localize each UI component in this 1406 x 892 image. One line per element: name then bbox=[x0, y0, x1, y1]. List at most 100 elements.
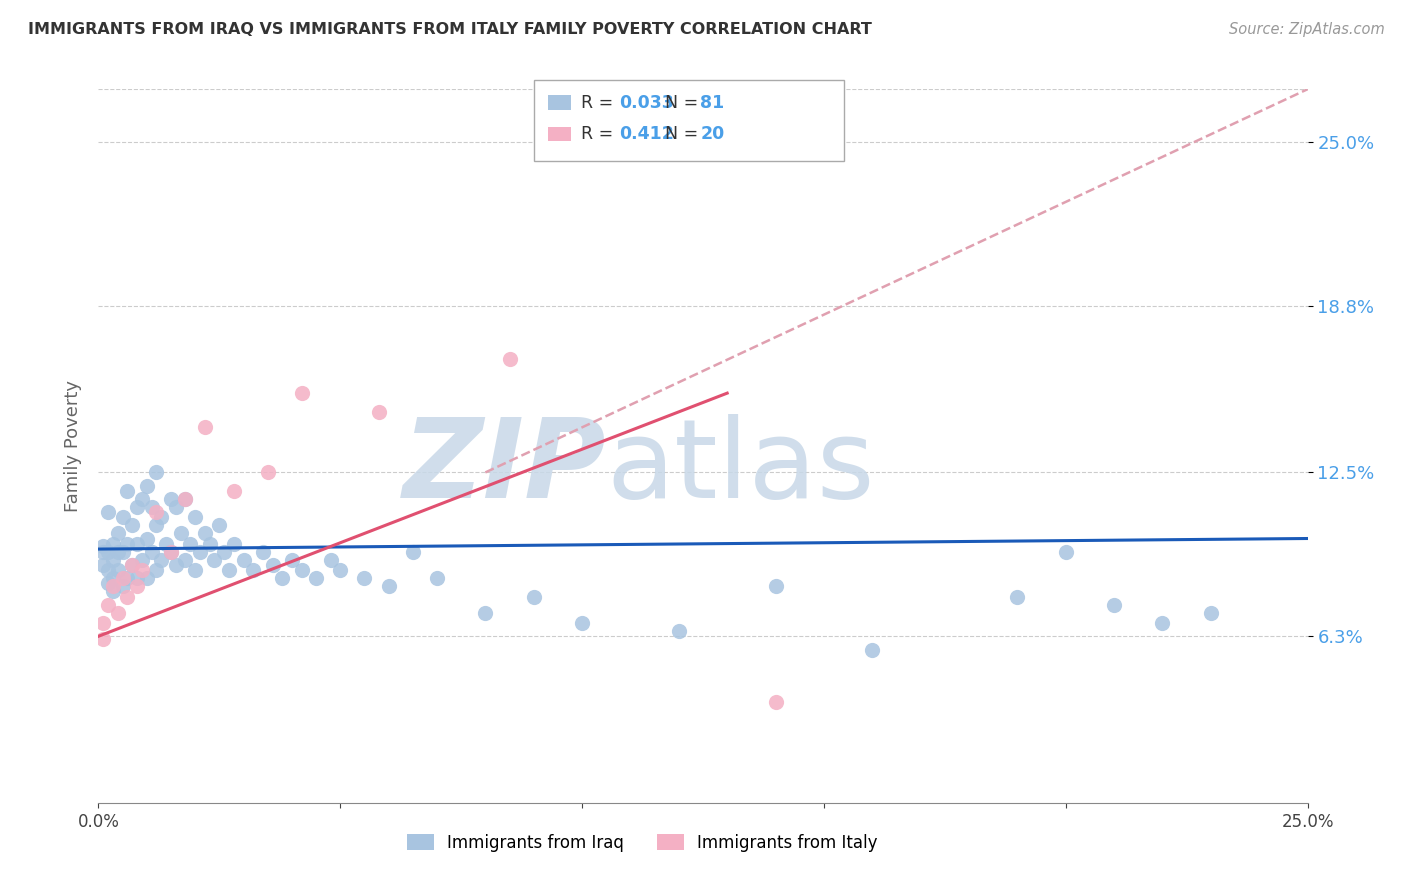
Point bbox=[184, 510, 207, 524]
Point bbox=[150, 552, 173, 566]
Point bbox=[111, 579, 134, 593]
Text: 0.033: 0.033 bbox=[619, 94, 673, 112]
Point bbox=[571, 616, 593, 631]
Point bbox=[97, 505, 120, 519]
Point bbox=[377, 579, 399, 593]
Point bbox=[290, 386, 312, 401]
Point bbox=[668, 624, 690, 638]
Point bbox=[101, 537, 124, 551]
Point bbox=[107, 563, 129, 577]
Point bbox=[368, 404, 391, 418]
Text: Source: ZipAtlas.com: Source: ZipAtlas.com bbox=[1229, 22, 1385, 37]
Point bbox=[765, 695, 787, 709]
Point bbox=[198, 537, 221, 551]
Point bbox=[1199, 606, 1222, 620]
Point bbox=[160, 491, 183, 506]
Point bbox=[204, 552, 226, 566]
Point bbox=[111, 545, 134, 559]
Point bbox=[262, 558, 284, 572]
Point bbox=[101, 584, 124, 599]
Point bbox=[498, 351, 520, 366]
Point bbox=[174, 552, 197, 566]
Point bbox=[160, 545, 183, 559]
Point bbox=[169, 526, 191, 541]
Point bbox=[117, 483, 139, 498]
Point bbox=[252, 545, 274, 559]
Point bbox=[232, 552, 254, 566]
Point bbox=[160, 545, 183, 559]
Point bbox=[218, 563, 240, 577]
Text: 20: 20 bbox=[700, 125, 724, 143]
Point bbox=[155, 537, 177, 551]
Point bbox=[174, 491, 197, 506]
Point bbox=[121, 518, 143, 533]
Point bbox=[222, 483, 245, 498]
Text: 0.412: 0.412 bbox=[619, 125, 673, 143]
Point bbox=[1054, 545, 1077, 559]
Point bbox=[97, 563, 120, 577]
Point bbox=[135, 571, 157, 585]
Legend: Immigrants from Iraq, Immigrants from Italy: Immigrants from Iraq, Immigrants from It… bbox=[401, 828, 884, 859]
Point bbox=[145, 466, 167, 480]
Point bbox=[212, 545, 235, 559]
Point bbox=[208, 518, 231, 533]
Text: N =: N = bbox=[665, 94, 704, 112]
Point bbox=[135, 532, 157, 546]
Point bbox=[150, 510, 173, 524]
Text: R =: R = bbox=[581, 125, 619, 143]
Point bbox=[319, 552, 342, 566]
Point bbox=[111, 571, 134, 585]
Point bbox=[91, 558, 114, 572]
Point bbox=[91, 545, 114, 559]
Text: 81: 81 bbox=[700, 94, 724, 112]
Point bbox=[127, 571, 149, 585]
Point bbox=[188, 545, 211, 559]
Point bbox=[97, 545, 120, 559]
Y-axis label: Family Poverty: Family Poverty bbox=[63, 380, 82, 512]
Point bbox=[117, 571, 139, 585]
Point bbox=[117, 590, 139, 604]
Point bbox=[402, 545, 425, 559]
Point bbox=[131, 563, 153, 577]
Point bbox=[222, 537, 245, 551]
Text: N =: N = bbox=[665, 125, 704, 143]
Point bbox=[127, 500, 149, 514]
Point bbox=[1102, 598, 1125, 612]
Point bbox=[474, 606, 496, 620]
Text: atlas: atlas bbox=[606, 414, 875, 521]
Text: ZIP: ZIP bbox=[402, 414, 606, 521]
Point bbox=[127, 537, 149, 551]
Text: IMMIGRANTS FROM IRAQ VS IMMIGRANTS FROM ITALY FAMILY POVERTY CORRELATION CHART: IMMIGRANTS FROM IRAQ VS IMMIGRANTS FROM … bbox=[28, 22, 872, 37]
Point bbox=[121, 558, 143, 572]
Point bbox=[290, 563, 312, 577]
Point bbox=[107, 526, 129, 541]
Point bbox=[1152, 616, 1174, 631]
Point bbox=[107, 545, 129, 559]
Point bbox=[184, 563, 207, 577]
Point bbox=[121, 558, 143, 572]
Point bbox=[194, 526, 217, 541]
Point bbox=[1007, 590, 1029, 604]
Point bbox=[174, 491, 197, 506]
Point bbox=[141, 545, 163, 559]
Point bbox=[91, 616, 114, 631]
Point bbox=[91, 540, 114, 554]
Point bbox=[131, 552, 153, 566]
Point bbox=[179, 537, 201, 551]
Point bbox=[353, 571, 375, 585]
Point bbox=[111, 510, 134, 524]
Point bbox=[131, 491, 153, 506]
Text: R =: R = bbox=[581, 94, 619, 112]
Point bbox=[242, 563, 264, 577]
Point bbox=[145, 518, 167, 533]
Point bbox=[101, 579, 124, 593]
Point bbox=[165, 500, 187, 514]
Point bbox=[145, 505, 167, 519]
Point bbox=[523, 590, 546, 604]
Point bbox=[329, 563, 352, 577]
Point bbox=[97, 576, 120, 591]
Point bbox=[107, 606, 129, 620]
Point bbox=[765, 579, 787, 593]
Point bbox=[101, 571, 124, 585]
Point bbox=[281, 552, 304, 566]
